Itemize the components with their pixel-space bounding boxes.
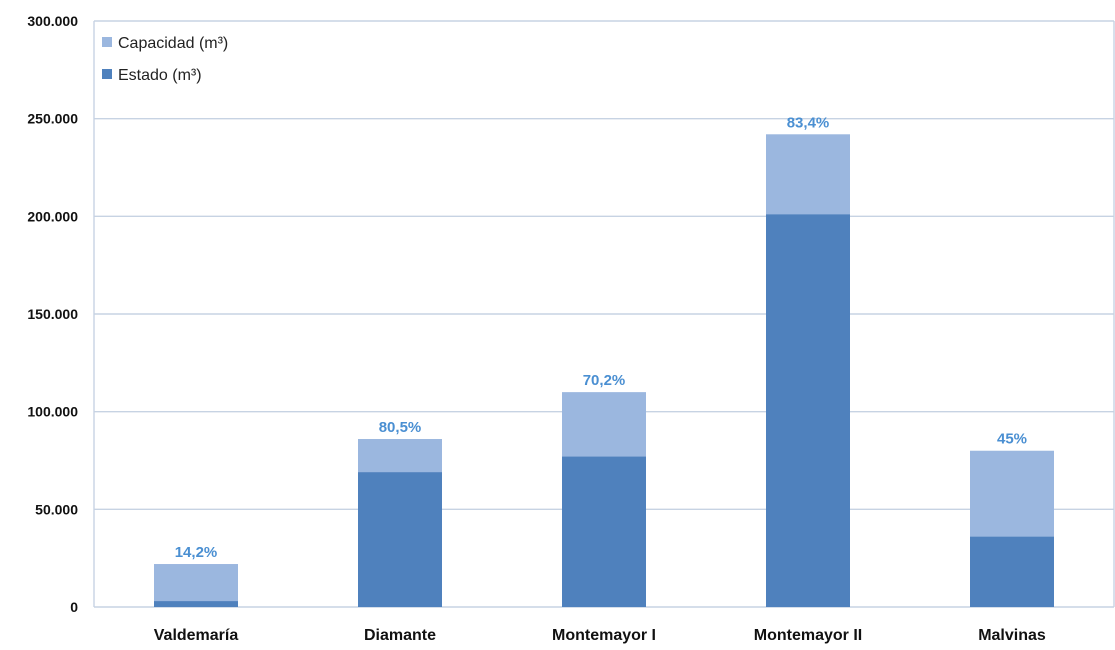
y-tick-label: 50.000 <box>35 501 78 517</box>
data-label: 70,2% <box>583 372 626 389</box>
y-axis: 0 50.000 100.000 150.000 200.000 250.000 300.0… <box>27 13 78 615</box>
x-axis: Valdemaría Diamante Montemayor I Montemayor… <box>154 627 1046 644</box>
legend-swatch-estado <box>102 69 112 79</box>
data-labels: 14,2% 80,5% 70,2% 83,4% 45% <box>175 114 1027 561</box>
category-label: Valdemaría <box>154 627 239 644</box>
bars <box>154 134 1054 607</box>
y-tick-label: 150.000 <box>27 306 78 322</box>
legend-swatch-capacidad <box>102 37 112 47</box>
category-label: Montemayor I <box>552 627 656 644</box>
category-label: Montemayor II <box>754 627 862 644</box>
bar-estado <box>154 601 238 607</box>
legend: Capacidad (m³) Estado (m³) <box>102 35 228 84</box>
data-label: 45% <box>997 431 1027 448</box>
category-label: Diamante <box>364 627 436 644</box>
data-label: 80,5% <box>379 419 422 436</box>
bar-estado <box>562 456 646 607</box>
legend-label-capacidad: Capacidad (m³) <box>118 35 228 52</box>
bar-estado <box>358 472 442 607</box>
bar-estado <box>970 536 1054 607</box>
y-tick-label: 300.000 <box>27 13 78 29</box>
bar-estado <box>766 214 850 607</box>
category-label: Malvinas <box>978 627 1046 644</box>
y-tick-label: 0 <box>70 599 78 615</box>
y-tick-label: 200.000 <box>27 208 78 224</box>
bar-capacidad <box>154 564 238 607</box>
y-tick-label: 250.000 <box>27 111 78 127</box>
y-tick-label: 100.000 <box>27 404 78 420</box>
data-label: 14,2% <box>175 544 218 561</box>
legend-label-estado: Estado (m³) <box>118 67 202 84</box>
data-label: 83,4% <box>787 114 830 131</box>
